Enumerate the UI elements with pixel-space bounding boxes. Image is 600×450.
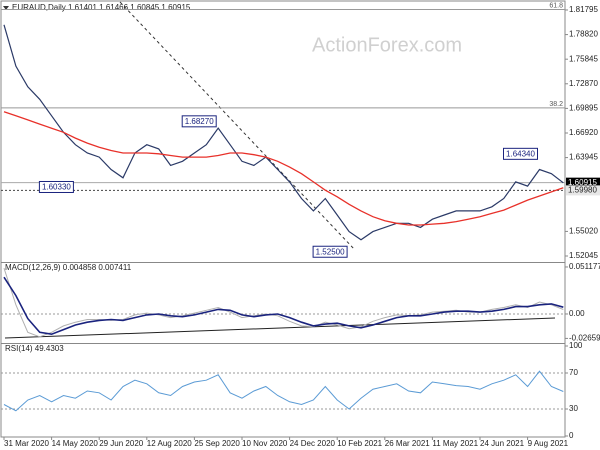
- x-tick-label: 26 Mar 2021: [385, 439, 430, 448]
- annotation-label: 1.60330: [42, 183, 71, 192]
- x-tick-label: 24 Dec 2020: [290, 439, 336, 448]
- y-tick-label: -0.026593: [569, 334, 600, 343]
- level-tag: [566, 185, 600, 196]
- x-tick-label: 31 Mar 2020: [4, 439, 49, 448]
- annotation-box: [38, 180, 74, 193]
- series-line: [3, 370, 564, 412]
- y-tick-label: 70: [569, 368, 578, 377]
- y-tick-label: 1.69895: [569, 103, 598, 112]
- annotation-box: [181, 115, 217, 128]
- series-line: [3, 276, 564, 336]
- macd-title: MACD(12,26,9) 0.004858 0.007411: [5, 263, 132, 272]
- y-tick-label: 0: [569, 431, 574, 440]
- annotation-box: [312, 245, 348, 258]
- x-tick-label: 10 Nov 2020: [242, 439, 288, 448]
- macd-trend-line: [4, 317, 556, 339]
- series-line: [3, 111, 564, 226]
- level-label: 1.59980: [568, 185, 597, 194]
- x-tick-label: 14 May 2020: [52, 439, 99, 448]
- price-title: EURAUD,Daily 1.61401 1.61466 1.60845 1.6…: [12, 3, 191, 12]
- annotation-box: [503, 147, 538, 160]
- y-tick-label: 0.051177: [569, 262, 600, 271]
- x-tick-label: 11 May 2021: [432, 439, 478, 448]
- x-tick-label: 29 Jun 2020: [99, 439, 144, 448]
- collapse-icon: [3, 6, 9, 10]
- y-tick-label: 1.55020: [569, 227, 598, 236]
- y-tick-label: 1.81795: [569, 5, 598, 14]
- y-tick-label: 1.78820: [569, 30, 598, 39]
- price-tag: [566, 177, 600, 188]
- x-tick-label: 25 Sep 2020: [194, 439, 240, 448]
- x-tick-label: 12 Aug 2020: [147, 439, 192, 448]
- x-tick-label: 9 Aug 2021: [528, 439, 569, 448]
- y-tick-label: 1.63945: [569, 153, 598, 162]
- y-tick-label: 1.52045: [569, 251, 598, 260]
- current-price: 1.60915: [568, 178, 597, 187]
- annotation-label: 1.64340: [506, 149, 535, 158]
- y-tick-label: 1.66920: [569, 128, 598, 137]
- series-line: [3, 24, 564, 241]
- plot-frame: [0, 0, 566, 438]
- watermark: ActionForex.com: [312, 34, 462, 56]
- x-tick-label: 10 Feb 2021: [337, 439, 382, 448]
- y-tick-label: 0.00: [569, 309, 585, 318]
- y-tick-label: 1.72870: [569, 79, 598, 88]
- x-tick-label: 24 Jun 2021: [480, 439, 525, 448]
- y-tick-label: 1.75845: [569, 54, 598, 63]
- fib-label: 38.2: [549, 101, 563, 108]
- y-tick-label: 30: [569, 404, 578, 413]
- rsi-title: RSI(14) 49.4303: [5, 344, 64, 353]
- y-tick-label: 100: [569, 341, 583, 350]
- annotation-label: 1.52500: [316, 247, 345, 256]
- fib-label: 61.8: [549, 2, 563, 9]
- annotation-label: 1.68270: [185, 117, 214, 126]
